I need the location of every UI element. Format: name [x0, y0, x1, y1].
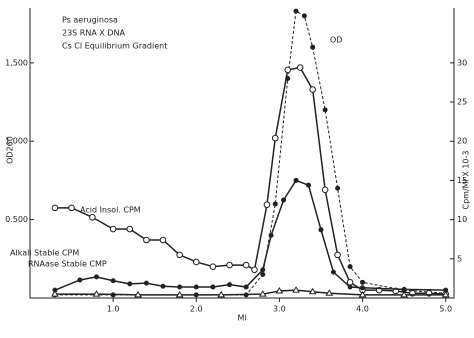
marker: [308, 287, 317, 295]
marker: [260, 271, 266, 277]
marker: [68, 204, 75, 212]
marker: [258, 290, 267, 297]
marker: [143, 236, 150, 244]
y2-tick-label: 10: [457, 215, 467, 224]
y-axis-label: OD260: [6, 136, 15, 164]
marker: [110, 278, 116, 284]
axis-frame: [29, 8, 455, 299]
x-tick-label: 4.0: [356, 305, 369, 314]
marker: [347, 264, 353, 270]
marker: [89, 213, 96, 221]
annotation: 23S RNA X DNA: [62, 29, 126, 38]
x-tick-label: 1.0: [107, 305, 120, 314]
marker: [51, 204, 59, 212]
marker: [271, 134, 279, 142]
marker: [306, 182, 312, 188]
marker: [226, 261, 233, 269]
x-axis-label: Ml: [237, 314, 246, 323]
marker: [243, 284, 249, 290]
series-line: [54, 179, 446, 291]
legend-label: Alkali Stable CPM: [10, 249, 79, 258]
marker: [268, 232, 274, 238]
marker: [318, 227, 324, 233]
marker: [296, 64, 304, 71]
x-tick-label: 2.0: [190, 305, 203, 314]
marker: [335, 185, 341, 191]
marker: [51, 290, 59, 297]
marker: [441, 290, 450, 298]
marker: [401, 286, 407, 292]
marker: [209, 263, 217, 270]
marker: [176, 251, 183, 259]
marker: [92, 290, 101, 297]
marker: [275, 286, 284, 294]
marker: [358, 290, 367, 298]
y2-tick-label: 20: [457, 137, 467, 146]
marker: [251, 266, 258, 274]
marker: [77, 277, 83, 283]
marker: [159, 236, 167, 244]
y2-tick-label: 5: [457, 254, 462, 263]
marker: [292, 286, 300, 293]
series-line: [54, 66, 446, 295]
marker: [293, 177, 299, 183]
marker: [217, 290, 226, 298]
marker: [309, 86, 316, 93]
x-tick-label: 3.0: [273, 305, 286, 314]
marker: [330, 269, 336, 275]
annotation: Ps aeruginosa: [62, 16, 118, 25]
marker: [227, 282, 233, 288]
y-tick-label: 1,500: [5, 58, 28, 67]
y-tick-label: 0.500: [5, 215, 28, 224]
marker: [293, 8, 299, 14]
marker: [347, 284, 353, 290]
y2-axis-label: Cpm/Ml X 10-3: [462, 151, 471, 210]
y2-tick-label: 25: [457, 98, 467, 107]
legend-label: Acid Insol. CPM: [80, 206, 141, 215]
x-tick-label: 5.0: [439, 305, 452, 314]
marker: [301, 13, 307, 19]
marker: [127, 281, 133, 287]
marker: [325, 289, 334, 296]
marker: [210, 284, 216, 290]
marker: [94, 274, 100, 280]
marker: [192, 258, 200, 266]
marker: [360, 285, 366, 291]
marker: [360, 279, 366, 285]
series-line: [54, 10, 446, 296]
marker: [109, 225, 117, 233]
y-tick-label: 1.000: [5, 137, 28, 146]
marker: [322, 107, 328, 113]
legend-label: OD: [330, 36, 342, 45]
marker: [175, 290, 184, 298]
y2-tick-label: 15: [457, 176, 467, 185]
marker: [143, 280, 149, 286]
marker: [160, 283, 166, 289]
marker: [242, 261, 250, 269]
marker: [321, 186, 329, 194]
marker: [281, 197, 287, 203]
annotation: Cs Cl Equilibrium Gradient: [62, 42, 167, 51]
marker: [193, 284, 199, 290]
legend-label: RNAase Stable CMP: [28, 260, 107, 269]
marker: [126, 225, 134, 233]
marker: [177, 284, 183, 290]
marker: [310, 44, 316, 50]
marker: [260, 267, 266, 273]
marker: [263, 201, 271, 209]
marker: [284, 66, 292, 74]
marker: [400, 290, 409, 298]
marker: [272, 201, 278, 207]
marker: [334, 251, 341, 259]
y2-tick-label: 30: [457, 58, 467, 67]
marker: [134, 290, 142, 298]
